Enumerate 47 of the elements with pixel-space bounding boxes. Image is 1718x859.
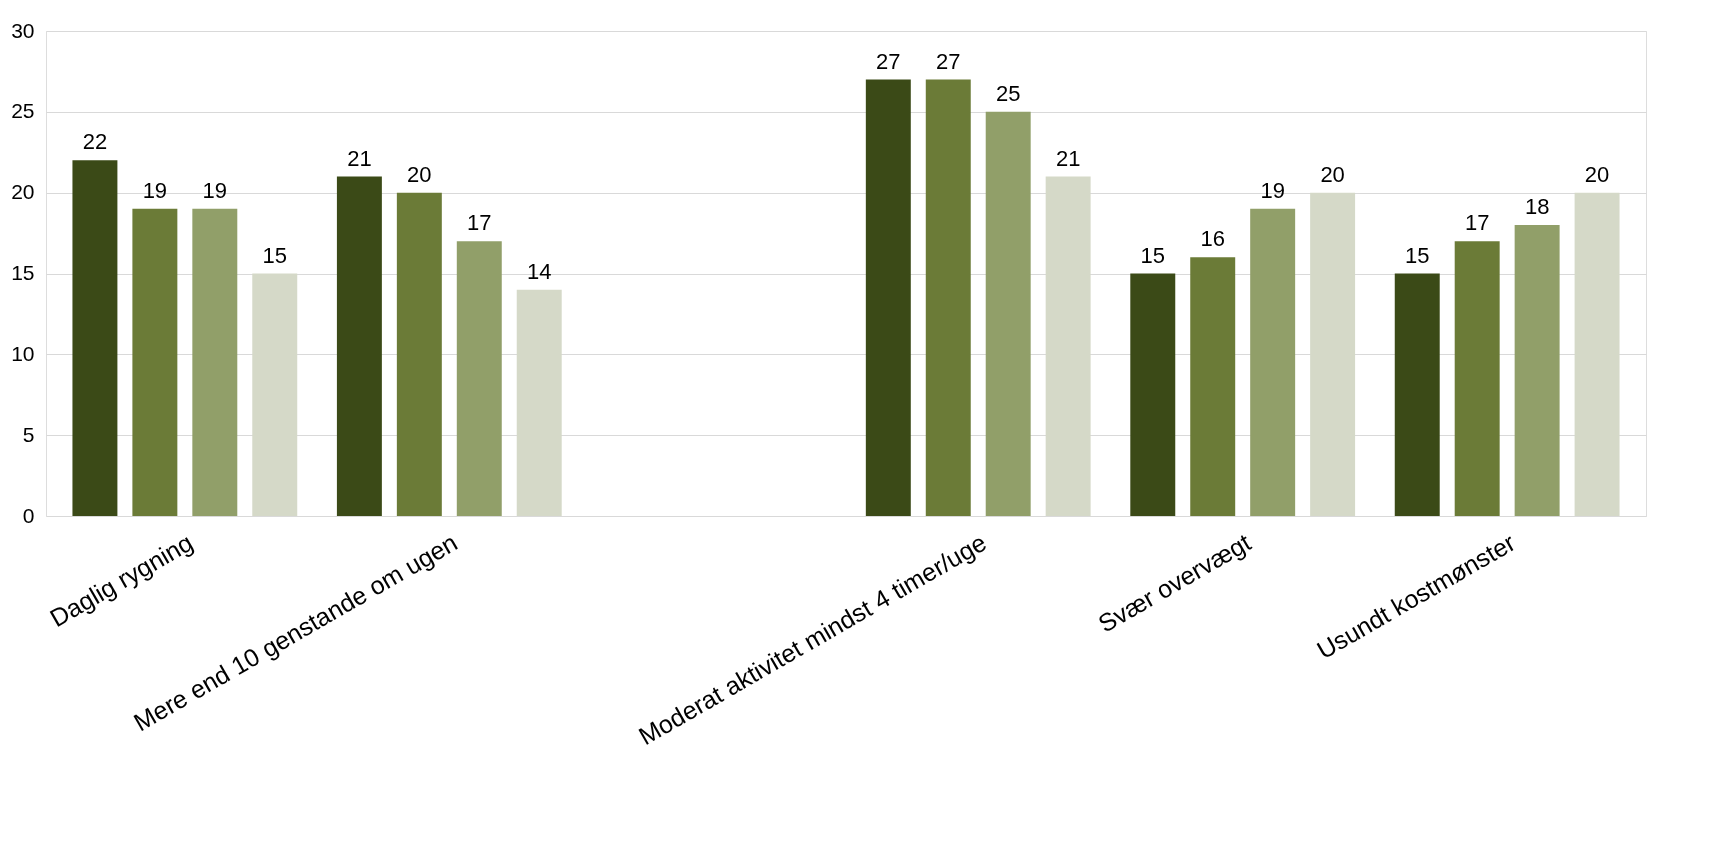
y-tick-label: 5 (22, 422, 35, 446)
data-label: 25 (995, 80, 1021, 106)
bar (1514, 225, 1560, 516)
data-label: 22 (82, 129, 108, 155)
y-tick-label: 15 (11, 261, 35, 284)
data-label: 20 (1584, 161, 1610, 187)
bar (1190, 257, 1236, 516)
bar (925, 79, 971, 516)
data-label: 15 (262, 242, 287, 268)
bar (336, 176, 382, 516)
bar (396, 192, 442, 516)
data-label: 14 (526, 258, 552, 284)
bar (1394, 273, 1440, 516)
bar (516, 289, 562, 516)
data-label: 19 (142, 177, 168, 203)
bar (456, 241, 502, 516)
data-label: 21 (1055, 145, 1081, 171)
bar (1310, 192, 1356, 516)
bar (72, 160, 118, 516)
data-label: 20 (407, 161, 432, 187)
bar (1045, 176, 1091, 516)
data-label: 17 (467, 210, 492, 236)
bar (985, 111, 1031, 516)
data-label: 21 (347, 145, 372, 171)
y-tick-label: 30 (11, 18, 35, 42)
bar (192, 208, 238, 516)
bar (1574, 192, 1620, 516)
data-label: 18 (1524, 194, 1550, 219)
data-label: 19 (1260, 177, 1285, 203)
y-tick-label: 0 (22, 503, 35, 527)
bar (1130, 273, 1176, 516)
bar (132, 208, 178, 516)
bar (1454, 241, 1500, 516)
bar (865, 79, 911, 516)
y-tick-label: 25 (11, 99, 35, 123)
data-label: 15 (1405, 242, 1430, 268)
data-label: 27 (936, 48, 961, 74)
data-label: 20 (1320, 161, 1345, 187)
data-label: 16 (1200, 226, 1225, 252)
data-label: 19 (202, 177, 228, 203)
data-label: 17 (1464, 210, 1490, 236)
y-tick-label: 10 (11, 341, 35, 365)
data-label: 15 (1140, 242, 1166, 268)
bar (252, 273, 298, 516)
data-label: 27 (876, 48, 901, 74)
y-tick-label: 20 (11, 180, 35, 204)
bar (1250, 208, 1296, 516)
